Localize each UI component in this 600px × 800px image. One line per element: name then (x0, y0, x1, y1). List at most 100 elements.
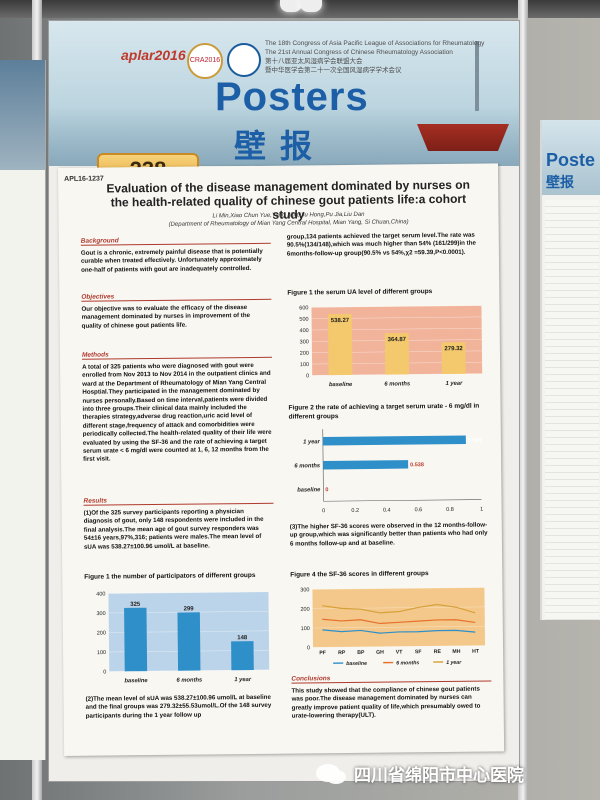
right-poster-body (545, 200, 599, 620)
x-tick-label: PF (319, 650, 326, 656)
y-tick-label: 200 (300, 607, 309, 613)
display-rail (518, 0, 528, 800)
methods-text: A total of 325 patients who were diagnos… (82, 361, 272, 464)
bar (177, 612, 201, 671)
x-axis (323, 499, 482, 502)
data-label: 148 (237, 635, 248, 641)
gridline (311, 305, 482, 308)
x-tick-label: 0.4 (383, 508, 391, 514)
results-text-right: group,134 patients achieved the target s… (286, 231, 476, 258)
x-tick-label: baseline (329, 382, 353, 388)
research-poster: APL16-1237 Evaluation of the disease man… (58, 163, 505, 756)
data-label: 0.905 (468, 438, 482, 444)
gridline (312, 626, 485, 629)
results-text-3: (3)The higher SF-36 scores were observed… (289, 521, 488, 548)
y-tick-label: 600 (299, 305, 308, 311)
conclusions-heading: Conclusions (291, 673, 492, 684)
x-tick-label: VT (396, 649, 404, 655)
ceiling-lamp (300, 0, 322, 12)
pavilion-image (417, 124, 509, 151)
y-tick-label: 400 (96, 592, 105, 598)
x-tick-label: 0.8 (446, 507, 454, 513)
x-tick-label: 0 (322, 508, 325, 514)
y-tick-label: 300 (96, 611, 105, 617)
x-tick-label: 6 months (384, 381, 411, 387)
background-text: Gout is a chronic, extremely painful dis… (80, 247, 263, 274)
target-rate-chart: 0 0.2 0.4 0.6 0.8 1 1 year 0.905 6 months 0.538 ba… (289, 424, 490, 521)
y-tick-label: 300 (300, 339, 309, 345)
x-tick-label: GH (376, 650, 384, 656)
watermark: 四川省绵阳市中心医院 (316, 756, 596, 790)
x-tick-label: 0.6 (415, 507, 423, 513)
x-tick-label: SF (415, 649, 422, 655)
figure-serum-ua-title: Figure 1 the serum UA level of different… (287, 288, 433, 297)
data-label: 279.32 (444, 346, 463, 352)
figure-sf36-title: Figure 4 the SF-36 scores in different g… (290, 570, 429, 579)
sf36-chart: 0 100 200 300 PF RP BP GH VT SF RE MH HT baseline 6 mo… (290, 583, 491, 672)
y-tick-label: baseline (297, 487, 321, 493)
figure-target-rate-title: Figure 2 the rate of achieving a target … (288, 402, 480, 421)
right-poster-header (542, 120, 600, 195)
cra-logo: CRA2016 (187, 43, 223, 79)
congress-names: The 18th Congress of Asia Pacific League… (265, 40, 485, 74)
right-posters-heading: Poste (546, 150, 596, 170)
objectives-text: Our objective was to evaluate the effica… (81, 304, 251, 330)
data-label: 364.87 (388, 337, 407, 343)
data-label: 325 (130, 602, 141, 608)
posters-heading: Posters (215, 75, 369, 119)
bar (441, 342, 466, 374)
data-label: 538.27 (331, 318, 350, 324)
x-tick-label: BP (357, 650, 365, 656)
y-tick-label: 6 months (294, 463, 321, 469)
participants-chart: 0 100 200 300 400 325 baseline 299 6 months 148 1 … (84, 586, 275, 693)
results-heading: Results (83, 495, 274, 506)
gridline (108, 591, 269, 594)
ceiling-lamp (280, 0, 302, 12)
y-tick-label: 1 year (303, 439, 321, 445)
gridline (313, 645, 486, 648)
bar (323, 460, 409, 470)
legend-label: baseline (346, 661, 367, 667)
conclusions-text: This study showed that the compliance of… (291, 685, 481, 720)
results-text-2: (2)The mean level of sUA was 538.27±100.… (85, 693, 272, 720)
data-label: 299 (184, 606, 195, 612)
watermark-text: 四川省绵阳市中心医院 (354, 765, 524, 786)
y-tick-label: 0 (307, 645, 310, 651)
y-tick-label: 200 (300, 351, 309, 357)
figure-participants-title: Figure 1 the number of participators of … (84, 571, 256, 581)
x-tick-label: 0.2 (351, 508, 359, 514)
results-text-1: (1)Of the 325 survey participants report… (83, 508, 264, 551)
conference-header: aplar2016 CRA2016 The 18th Congress of A… (49, 21, 519, 166)
x-tick-label: MH (452, 649, 460, 655)
left-poster (0, 60, 46, 760)
legend-label: 6 months (396, 660, 419, 666)
bar (327, 313, 353, 376)
plot-area (312, 587, 486, 648)
y-tick-label: 100 (301, 626, 310, 632)
aplar-logo: aplar2016 (121, 47, 186, 63)
x-tick-label: RE (434, 649, 442, 655)
y-tick-label: 0 (306, 373, 309, 379)
x-tick-label: 1 year (446, 381, 464, 387)
x-tick-label: 6 months (176, 678, 203, 684)
bar (322, 435, 466, 446)
x-tick-label: 1 year (234, 677, 252, 683)
objectives-heading: Objectives (81, 291, 272, 302)
methods-heading: Methods (81, 349, 272, 360)
association-seal-icon (227, 43, 261, 77)
wechat-icon (316, 764, 340, 782)
y-tick-label: 100 (97, 650, 106, 656)
background-heading: Background (80, 235, 271, 246)
right-poster: Poste 壁报 (540, 120, 600, 620)
bar (231, 641, 254, 671)
left-poster-header (0, 60, 45, 170)
x-tick-label: baseline (124, 678, 148, 684)
x-tick-label: 1 (480, 507, 483, 513)
bar (124, 607, 148, 672)
legend-label: 1 year (446, 660, 462, 666)
y-tick-label: 0 (103, 670, 106, 676)
gridline (312, 587, 485, 590)
posters-heading-cn: 壁报 (234, 128, 327, 164)
right-posters-heading-cn: 壁报 (546, 174, 574, 190)
series-line (322, 618, 476, 625)
